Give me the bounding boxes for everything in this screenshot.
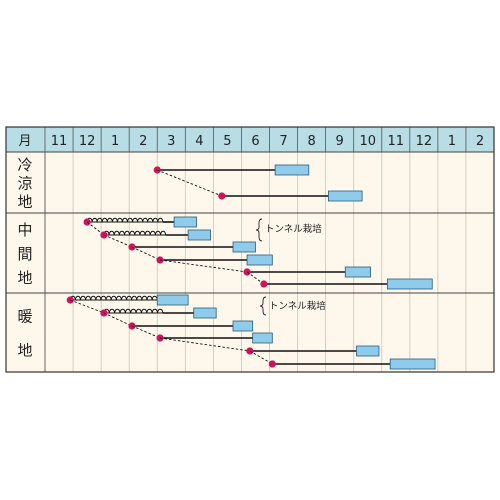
sowing-sequence-connector <box>131 246 161 261</box>
harvest-period-box <box>328 190 363 202</box>
sowing-sequence-connector <box>86 221 105 236</box>
month-label: 12 <box>416 134 433 149</box>
harvest-period-box <box>246 254 273 266</box>
harvest-period-box <box>187 229 211 241</box>
harvest-period-box <box>232 241 256 253</box>
month-label: 10 <box>359 134 376 149</box>
tunnel-note-brace-middle <box>255 218 263 242</box>
region-label-char: 地 <box>17 269 32 287</box>
month-label: 6 <box>251 134 259 149</box>
calendar-border <box>5 126 495 373</box>
sowing-sequence-connector <box>131 325 161 339</box>
region-label-char: 冷 <box>17 156 32 174</box>
harvest-period-box <box>173 216 197 228</box>
harvest-period-box <box>252 332 273 344</box>
sowing-dot <box>246 347 254 355</box>
month-label: 9 <box>336 134 344 149</box>
month-column-label: 月 <box>18 134 31 149</box>
region-label-char: 涼 <box>17 175 32 193</box>
sowing-dot <box>268 360 276 368</box>
sowing-dot <box>218 192 226 200</box>
month-label: 8 <box>307 134 315 149</box>
month-labels: 11 12 1 2 3 4 5 6 7 8 9 10 11 12 1 2 <box>51 134 484 149</box>
sowing-dot <box>260 280 268 288</box>
schedule-marks <box>66 164 436 370</box>
sowing-sequence-connector <box>159 259 248 273</box>
sowing-sequence-connector <box>103 312 133 327</box>
month-label: 2 <box>476 134 484 149</box>
month-label: 7 <box>279 134 287 149</box>
harvest-period-box <box>389 358 436 370</box>
month-label: 11 <box>51 134 68 149</box>
harvest-period-box <box>156 294 189 306</box>
region-label-char: 地 <box>17 342 32 360</box>
month-label: 5 <box>223 134 231 149</box>
tunnel-period-coil <box>69 295 158 301</box>
tunnel-period-coil <box>103 308 164 314</box>
sowing-sequence-connector <box>159 337 250 352</box>
sowing-sequence-connector <box>70 299 105 314</box>
tunnel-note-warm: トンネル栽培 <box>259 296 326 316</box>
harvest-period-box <box>356 345 380 357</box>
month-label: 12 <box>79 134 96 149</box>
region-label-char: 間 <box>17 245 32 263</box>
tunnel-note-text-warm: トンネル栽培 <box>269 300 326 312</box>
tunnel-period-coil <box>86 217 164 223</box>
harvest-period-box <box>274 164 310 176</box>
month-label: 3 <box>167 134 175 149</box>
month-label: 1 <box>111 134 119 149</box>
tunnel-note-brace-warm <box>259 296 267 316</box>
harvest-period-box <box>344 266 371 278</box>
region-label-char: 暖 <box>17 307 32 325</box>
region-label-char: 中 <box>17 221 32 239</box>
tunnel-note-middle: トンネル栽培 <box>255 218 322 242</box>
month-label: 11 <box>388 134 405 149</box>
month-label: 4 <box>195 134 203 149</box>
harvest-period-box <box>386 278 433 290</box>
month-label: 2 <box>139 134 147 149</box>
harvest-period-box <box>232 320 254 332</box>
region-label-char: 地 <box>17 193 32 211</box>
tunnel-note-text-middle: トンネル栽培 <box>265 223 322 235</box>
header-background <box>6 127 494 152</box>
sowing-sequence-connector <box>246 271 265 285</box>
harvest-period-box <box>193 307 217 319</box>
month-label: 1 <box>448 134 456 149</box>
sowing-sequence-connector <box>103 234 133 248</box>
sowing-dot <box>243 268 251 276</box>
